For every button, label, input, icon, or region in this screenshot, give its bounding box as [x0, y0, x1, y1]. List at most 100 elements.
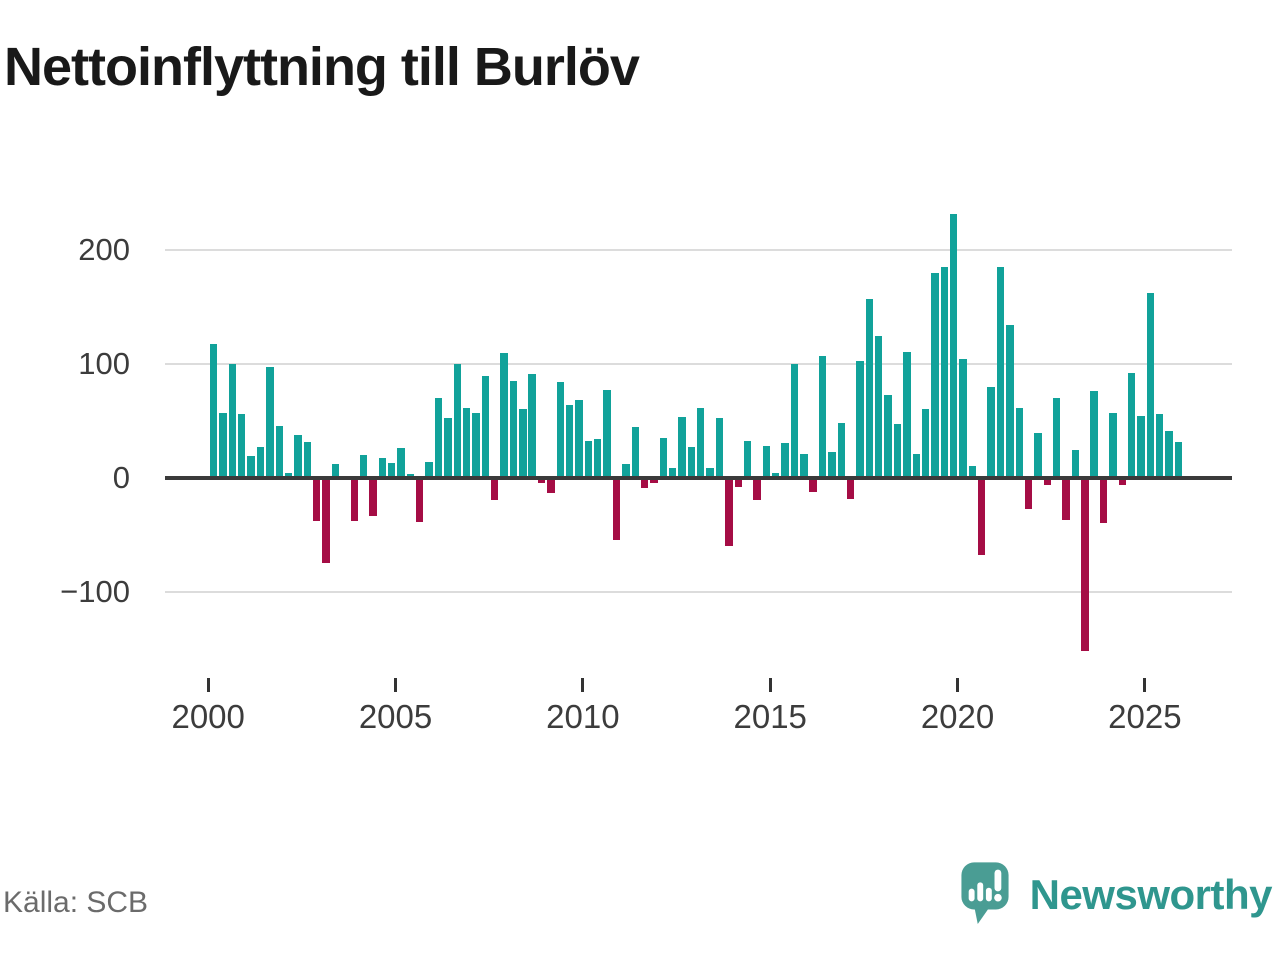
bar-2024Q2	[1118, 477, 1126, 486]
x-axis-tick-2010	[581, 678, 585, 692]
bar-2007Q1	[472, 412, 480, 478]
bar-2020Q1	[959, 358, 967, 478]
bar-2010Q2	[594, 438, 602, 478]
y-axis-label: −100	[60, 573, 130, 609]
bar-2006Q1	[434, 397, 443, 478]
bar-2013Q2	[706, 468, 714, 478]
bar-2022Q1	[1034, 433, 1042, 478]
bar-2018Q3	[903, 352, 911, 478]
bar-2016Q3	[828, 452, 836, 478]
bar-2020Q3	[978, 477, 986, 556]
bar-2008Q3	[528, 373, 536, 478]
bar-2012Q4	[687, 446, 696, 478]
gridline-y-200	[165, 248, 1232, 251]
gridline-y--100	[165, 590, 1232, 593]
bar-2019Q4	[949, 214, 958, 478]
bar-2024Q4	[1137, 415, 1145, 478]
bar-2013Q4	[725, 477, 733, 546]
bar-2023Q2	[1081, 477, 1089, 651]
newsworthy-logo-icon	[961, 862, 1009, 924]
bar-2009Q4	[575, 399, 583, 478]
bar-2010Q4	[612, 477, 621, 541]
bar-2018Q2	[893, 423, 902, 478]
gridline-y-100	[165, 362, 1232, 365]
y-axis-label: 200	[78, 231, 130, 267]
bar-2025Q3	[1165, 430, 1173, 478]
bar-2019Q1	[921, 409, 930, 478]
bar-2019Q3	[940, 266, 949, 478]
bar-2012Q1	[659, 437, 667, 478]
bar-2003Q2	[331, 463, 340, 478]
bar-2002Q2	[294, 435, 302, 478]
bar-2025Q2	[1156, 413, 1164, 478]
bar-2004Q1	[359, 454, 368, 478]
y-axis-label: 100	[78, 345, 130, 381]
bar-2013Q1	[697, 407, 705, 478]
x-axis-tick-2000	[206, 678, 210, 692]
bar-2000Q4	[238, 413, 246, 478]
bar-2001Q1	[247, 455, 255, 478]
bar-2008Q2	[519, 409, 527, 478]
bar-2014Q2	[743, 441, 752, 478]
bar-2005Q1	[397, 447, 405, 478]
bar-2018Q4	[912, 453, 920, 478]
bar-2017Q2	[856, 361, 864, 478]
bar-2011Q3	[640, 477, 649, 488]
bar-2007Q3	[491, 477, 499, 501]
bar-2014Q4	[762, 445, 771, 478]
bar-2021Q1	[996, 266, 1005, 478]
bar-2022Q2	[1043, 477, 1052, 486]
bar-2000Q1	[210, 344, 218, 478]
source-caption: Källa: SCB	[3, 886, 149, 919]
chart-title: Nettoinflyttning till Burlöv	[4, 37, 640, 97]
x-axis-label-2000: 2000	[171, 698, 245, 735]
newsworthy-branding: Newsworthy	[952, 858, 1273, 932]
bar-2008Q1	[509, 380, 518, 478]
bar-2001Q4	[275, 426, 283, 478]
bar-2021Q2	[1006, 324, 1014, 478]
bar-2005Q3	[416, 477, 424, 522]
bar-2017Q3	[865, 298, 874, 478]
bar-2012Q3	[678, 417, 686, 478]
bar-2003Q1	[322, 477, 330, 563]
bar-2004Q3	[378, 458, 386, 478]
bar-2004Q2	[369, 477, 377, 517]
bar-2015Q4	[800, 453, 808, 478]
bar-2019Q2	[931, 273, 939, 478]
bar-2009Q2	[556, 381, 564, 478]
bar-2003Q4	[350, 477, 358, 521]
bar-2006Q3	[453, 363, 461, 478]
bar-2008Q4	[537, 477, 546, 484]
bar-chart-plot-area: 200 100 0 −100 2000 2005 2010 2015 2020 2025	[60, 214, 1232, 735]
x-axis-label-2025: 2025	[1108, 698, 1182, 735]
bar-2014Q1	[734, 477, 742, 487]
x-axis-tick-2005	[394, 678, 398, 692]
x-axis-tick-2015	[768, 678, 772, 692]
x-axis-label-2010: 2010	[546, 698, 620, 735]
bar-2009Q1	[547, 477, 555, 494]
bar-2016Q4	[837, 422, 845, 478]
bar-2024Q3	[1127, 372, 1136, 478]
x-axis-label-2015: 2015	[733, 698, 807, 735]
x-axis-tick-2020	[956, 678, 960, 692]
bar-2021Q4	[1024, 477, 1033, 510]
bar-2006Q4	[462, 407, 471, 478]
x-axis-tick-2025	[1143, 678, 1147, 692]
bar-2001Q2	[256, 446, 265, 478]
bar-2024Q1	[1109, 412, 1117, 478]
bar-2012Q2	[668, 468, 677, 478]
y-axis-label: 0	[112, 459, 130, 495]
bar-2015Q2	[781, 443, 789, 478]
bar-2017Q4	[875, 336, 883, 478]
bar-2005Q4	[425, 461, 433, 478]
bar-2007Q2	[481, 376, 490, 478]
bar-2006Q2	[444, 418, 452, 478]
bar-2015Q3	[790, 363, 799, 478]
bar-2018Q1	[884, 395, 892, 478]
bar-2022Q3	[1053, 397, 1061, 478]
bar-2020Q2	[968, 466, 977, 478]
bar-2010Q1	[584, 441, 593, 478]
bar-2023Q4	[1099, 477, 1108, 524]
bar-2015Q1	[772, 472, 780, 478]
